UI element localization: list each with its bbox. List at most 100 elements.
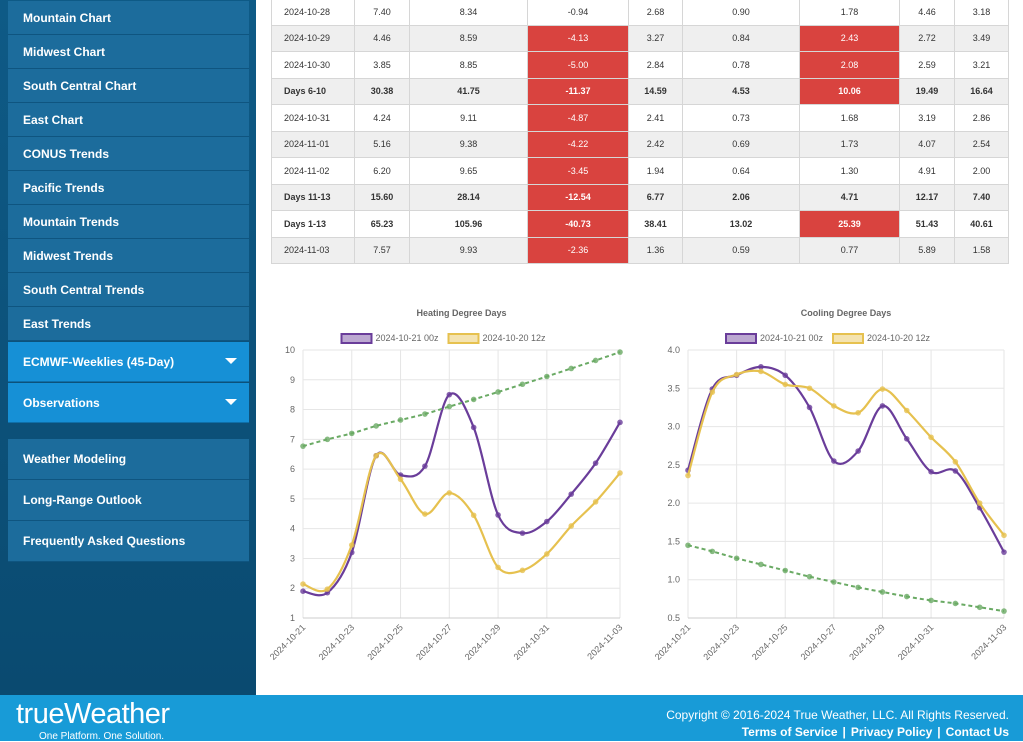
point xyxy=(782,567,789,574)
point xyxy=(592,460,599,466)
dropdown[interactable]: Observations xyxy=(8,383,249,423)
point xyxy=(519,567,526,574)
point xyxy=(446,391,453,398)
table-cell: 0.77 xyxy=(799,236,900,264)
y-tick-label: 4.0 xyxy=(667,345,680,355)
point xyxy=(324,586,331,592)
legend-swatch xyxy=(447,333,480,344)
point xyxy=(422,411,428,417)
footer-link[interactable]: Terms of Service xyxy=(741,725,838,739)
table-cell: 0.78 xyxy=(682,51,800,79)
nav-link[interactable]: Frequently Asked Questions xyxy=(8,521,249,562)
point xyxy=(373,423,379,429)
table-cell: 19.49 xyxy=(899,77,955,105)
series-line xyxy=(686,369,1005,536)
point xyxy=(709,548,716,555)
table-cell: 105.96 xyxy=(409,210,528,238)
table-cell: 2.06 xyxy=(682,183,800,211)
y-tick-label: 2.0 xyxy=(667,498,680,508)
footer-link[interactable]: Privacy Policy xyxy=(850,725,933,739)
table-cell: -12.54 xyxy=(527,183,629,211)
menu-item[interactable]: East Trends xyxy=(8,307,249,341)
point xyxy=(733,371,740,378)
point xyxy=(831,579,837,585)
x-tick-label: 2024-10-25 xyxy=(750,622,790,662)
x-tick-label: 2024-10-29 xyxy=(847,622,887,662)
legend-label: 2024-10-21 00z xyxy=(760,333,824,343)
y-tick-label: 3.5 xyxy=(667,383,680,393)
dropdown-arrow xyxy=(225,399,237,405)
point xyxy=(617,419,623,426)
footer-link[interactable]: Contact Us xyxy=(945,725,1009,739)
point xyxy=(831,403,837,409)
table-cell: 2024-11-02 xyxy=(271,157,355,185)
table-cell: -4.87 xyxy=(527,104,629,132)
table-cell: 2.68 xyxy=(628,0,683,26)
point xyxy=(1001,532,1007,539)
tagline: One Platform. One Solution. xyxy=(39,731,165,742)
point xyxy=(397,476,404,483)
menu-item[interactable]: Mountain Trends xyxy=(8,205,249,239)
table-cell: 9.93 xyxy=(409,236,528,264)
table-cell: 2024-11-01 xyxy=(271,130,355,158)
table-cell: 9.65 xyxy=(409,157,528,185)
table-cell: 12.17 xyxy=(899,183,955,211)
table-cell: 2.08 xyxy=(799,51,900,79)
point xyxy=(976,604,983,611)
point xyxy=(470,512,477,519)
point xyxy=(855,584,861,591)
table-cell: 8.59 xyxy=(409,24,528,52)
point xyxy=(685,542,691,549)
table-cell: 2024-10-28 xyxy=(271,0,355,26)
point xyxy=(495,564,501,571)
point xyxy=(592,499,599,505)
point xyxy=(300,443,306,449)
point xyxy=(879,386,886,392)
table-cell: 3.49 xyxy=(954,24,1009,52)
menu-item[interactable]: East Chart xyxy=(8,103,249,137)
menu-item[interactable]: South Central Chart xyxy=(8,69,249,103)
table-cell: 2.86 xyxy=(954,104,1009,132)
menu-item[interactable]: Pacific Trends xyxy=(8,171,249,205)
x-tick-label: 2024-10-23 xyxy=(317,622,357,662)
table-cell: 7.40 xyxy=(354,0,410,26)
point xyxy=(617,349,623,355)
menu-item[interactable]: Mountain Chart xyxy=(8,1,249,35)
legend-label: 2024-10-20 12z xyxy=(483,333,547,343)
point xyxy=(544,373,550,380)
menu-item[interactable]: CONUS Trends xyxy=(8,137,249,171)
nav-link[interactable]: Weather Modeling xyxy=(8,439,249,480)
x-tick-label: 2024-10-27 xyxy=(414,622,454,662)
dropdown[interactable]: ECMWF-Weeklies (45-Day) xyxy=(8,342,249,382)
y-tick-label: 1 xyxy=(290,613,295,623)
point xyxy=(903,407,910,414)
copyright: Copyright © 2016-2024 True Weather, LLC.… xyxy=(666,708,1009,722)
chart-title: Heating Degree Days xyxy=(416,308,506,318)
y-tick-label: 2 xyxy=(290,583,295,593)
point xyxy=(952,468,959,474)
point xyxy=(928,468,934,475)
menu-item[interactable]: Midwest Chart xyxy=(8,35,249,69)
point xyxy=(470,424,477,431)
y-tick-label: 5 xyxy=(290,494,295,504)
chart-title: Cooling Degree Days xyxy=(801,308,892,318)
point xyxy=(928,434,934,441)
table-cell: -40.73 xyxy=(527,210,629,238)
point xyxy=(806,385,813,392)
x-tick-label: 2024-10-23 xyxy=(701,622,741,662)
menu-item[interactable]: South Central Trends xyxy=(8,273,249,307)
series-line xyxy=(302,392,621,597)
point xyxy=(519,381,526,388)
menu-item[interactable]: Midwest Trends xyxy=(8,239,249,273)
table-cell: 16.64 xyxy=(954,77,1009,105)
table-cell: 14.59 xyxy=(628,77,683,105)
point xyxy=(568,491,575,497)
point xyxy=(544,551,550,557)
nav-link[interactable]: Long-Range Outlook xyxy=(8,480,249,521)
point xyxy=(422,511,428,517)
table-cell: 2.00 xyxy=(954,157,1009,185)
x-tick-label: 2024-11-03 xyxy=(585,622,624,661)
table-cell: -4.13 xyxy=(527,24,629,52)
point xyxy=(1001,549,1007,555)
